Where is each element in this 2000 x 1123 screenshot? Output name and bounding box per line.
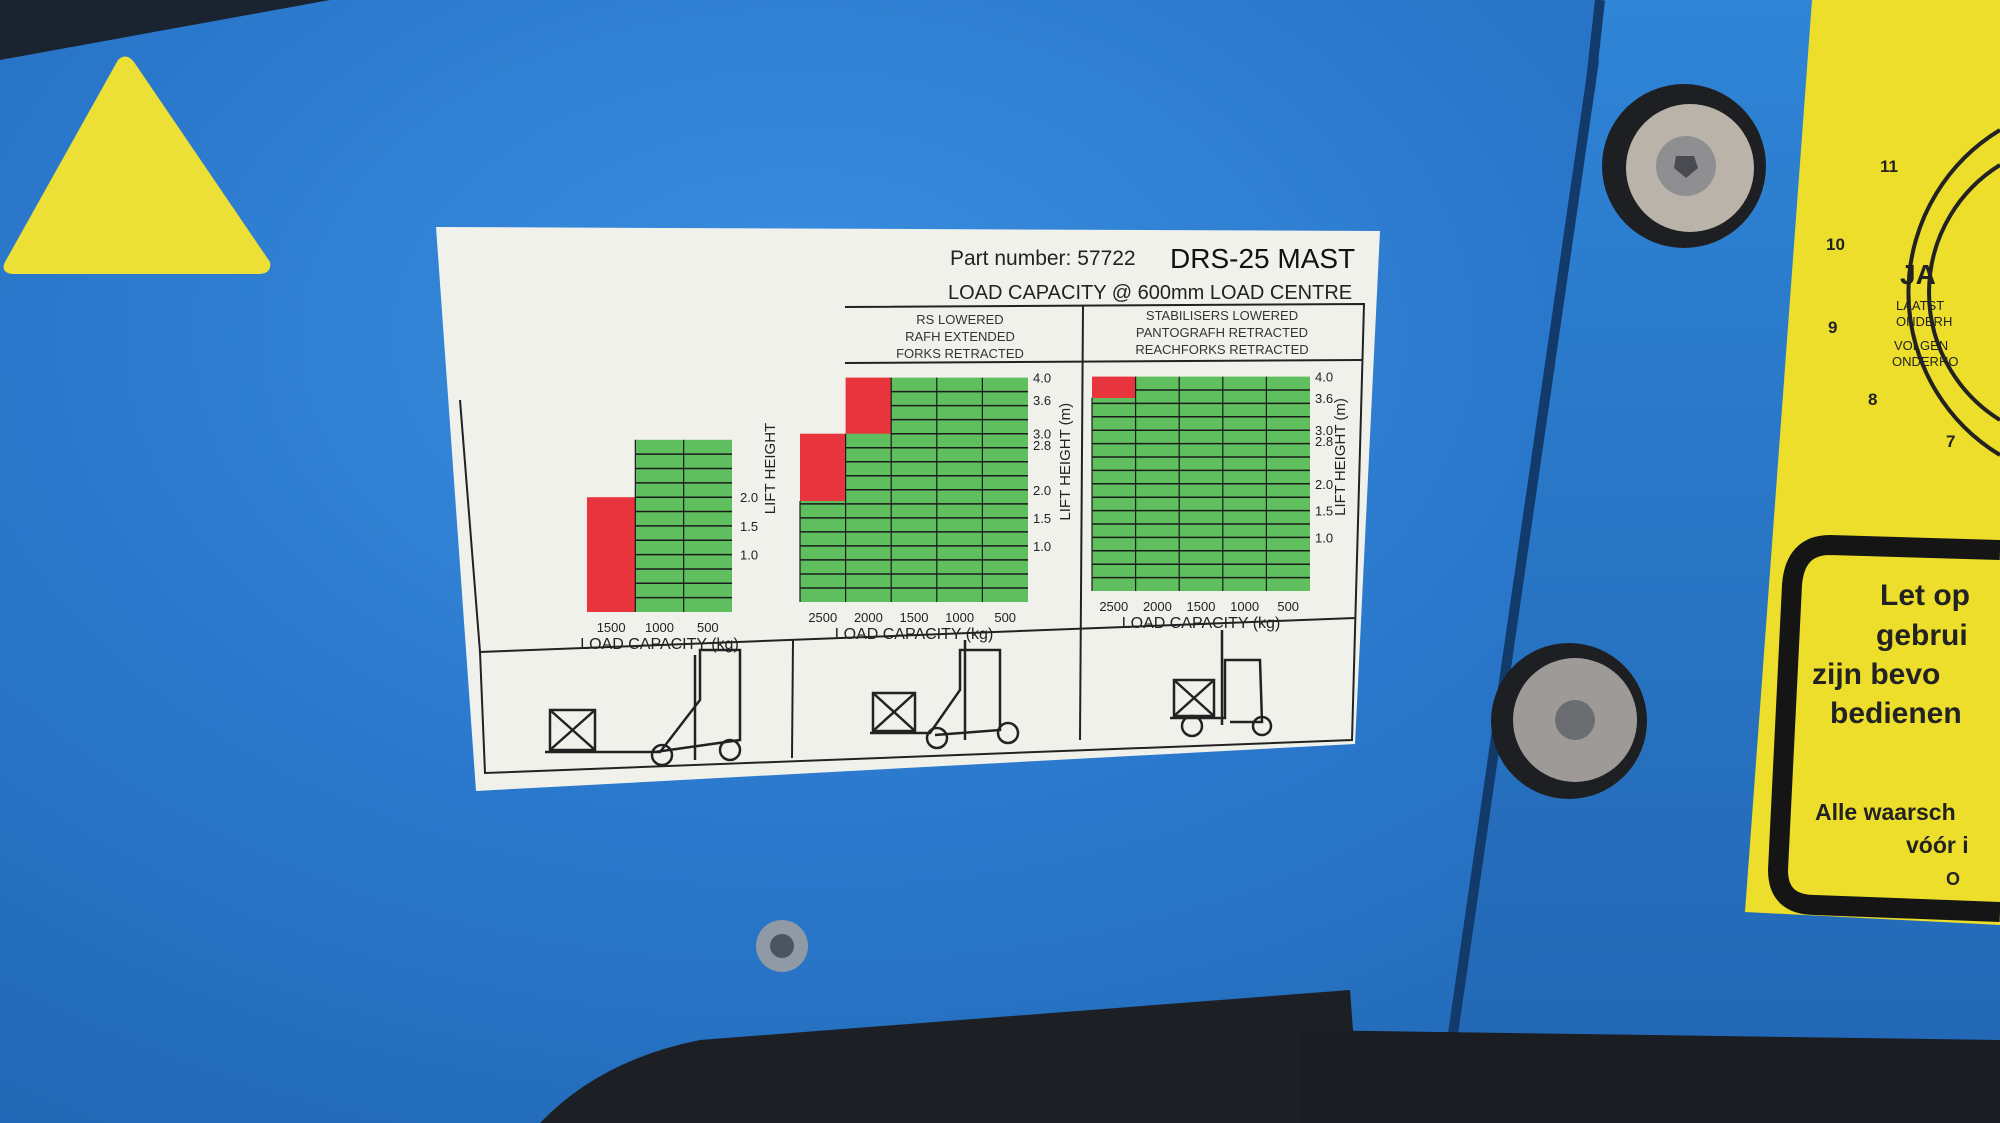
- x-tick-label: 1000: [1230, 599, 1259, 614]
- y-tick-label: 1.5: [740, 519, 758, 534]
- dial-text: VOLGEN: [1894, 338, 1948, 353]
- header-divider: [844, 359, 1363, 364]
- chart-condition-header: RAFH EXTENDED: [905, 329, 1015, 344]
- dial-number: 11: [1880, 157, 1898, 176]
- dial-number: 8: [1868, 390, 1877, 409]
- y-tick-label: 3.0: [1033, 427, 1051, 442]
- warning-text: Alle waarsch: [1815, 799, 1956, 825]
- y-axis-label: LIFT HEIGHT (m): [1332, 398, 1349, 516]
- y-tick-label: 1.5: [1315, 504, 1333, 519]
- x-axis-label: LOAD CAPACITY (kg): [1122, 615, 1281, 632]
- model-name: DRS-25 MAST: [1170, 243, 1355, 274]
- label-subtitle: LOAD CAPACITY @ 600mm LOAD CENTRE: [948, 282, 1352, 304]
- y-tick-label: 2.8: [1315, 434, 1333, 449]
- y-tick-label: 3.6: [1315, 391, 1333, 406]
- chart-condition-header: REACHFORKS RETRACTED: [1135, 342, 1308, 357]
- background-corner: [0, 0, 330, 60]
- y-tick-label: 2.0: [1315, 477, 1333, 492]
- dial-text: JA: [1900, 259, 1936, 290]
- x-tick-label: 500: [994, 610, 1016, 625]
- dial-number: 7: [1946, 432, 1955, 451]
- bottom-shadow: [1300, 1030, 2000, 1123]
- table-frame: [478, 302, 1366, 775]
- dial-number: 10: [1826, 235, 1845, 254]
- bottom-rubber-seal: [540, 990, 1360, 1123]
- x-tick-label: 1000: [645, 620, 674, 635]
- y-tick-label: 2.8: [1033, 438, 1051, 453]
- small-screw: [756, 920, 808, 972]
- x-tick-label: 1000: [945, 610, 974, 625]
- bolt-lower: [1491, 643, 1647, 799]
- warning-text: bedienen: [1830, 697, 1962, 730]
- dial-text: ONDERH: [1896, 314, 1952, 329]
- y-axis-label: LIFT HEIGHT (m): [1057, 403, 1074, 521]
- chart-condition-header: RS LOWERED: [916, 312, 1003, 327]
- x-tick-label: 1500: [900, 610, 929, 625]
- y-tick-label: 1.0: [1315, 530, 1333, 545]
- dial-text: LAATST: [1896, 298, 1944, 313]
- x-tick-label: 1500: [1187, 599, 1216, 614]
- x-tick-label: 500: [1277, 599, 1299, 614]
- x-tick-label: 2000: [854, 610, 883, 625]
- y-tick-label: 4.0: [1315, 370, 1333, 385]
- warning-text: gebrui: [1876, 619, 1968, 652]
- warning-text: vóór i: [1906, 832, 1969, 858]
- y-tick-label: 4.0: [1033, 371, 1051, 386]
- dial-number: 9: [1828, 318, 1837, 337]
- y-axis-label: LIFT HEIGHT: [762, 423, 779, 514]
- table-dividers: [459, 304, 1084, 759]
- y-tick-label: 1.0: [1033, 539, 1051, 554]
- part-number: Part number: 57722: [950, 247, 1136, 270]
- bolt-upper: [1602, 84, 1766, 248]
- y-tick-label: 1.5: [1033, 511, 1051, 526]
- warning-text: Let op: [1880, 579, 1970, 612]
- yellow-service-sticker: 11 10 9 8 7 JA LAATST ONDERH VOLGEN ONDE…: [1745, 0, 2000, 925]
- chart-condition-header: STABILISERS LOWERED: [1146, 308, 1298, 323]
- warning-triangle: [3, 56, 271, 274]
- x-tick-label: 2500: [1099, 599, 1128, 614]
- restricted-zone-bar: [587, 497, 636, 612]
- x-tick-label: 500: [697, 620, 719, 635]
- y-tick-label: 2.0: [1033, 483, 1051, 498]
- load-capacity-label: Part number: 57722 DRS-25 MAST LOAD CAPA…: [436, 227, 1380, 791]
- warning-text: zijn bevo: [1812, 658, 1940, 691]
- y-tick-label: 3.0: [1315, 423, 1333, 438]
- allowed-zone-bar: [800, 501, 846, 602]
- y-tick-label: 3.6: [1033, 393, 1051, 408]
- y-tick-label: 1.0: [740, 548, 758, 563]
- x-axis-label: LOAD CAPACITY (kg): [835, 626, 994, 643]
- x-tick-label: 1500: [597, 620, 626, 635]
- forklift-pictogram: [545, 630, 1273, 767]
- warning-text: O: [1946, 869, 1960, 889]
- allowed-zone-bar: [1092, 398, 1136, 591]
- door-seam: [1435, 0, 1605, 1123]
- x-tick-label: 2500: [808, 610, 837, 625]
- chart-condition-header: FORKS RETRACTED: [896, 346, 1024, 361]
- x-tick-label: 2000: [1143, 599, 1172, 614]
- y-tick-label: 2.0: [740, 490, 758, 505]
- chart-condition-header: PANTOGRAFH RETRACTED: [1136, 325, 1308, 340]
- dial-text: ONDERHO: [1892, 354, 1958, 369]
